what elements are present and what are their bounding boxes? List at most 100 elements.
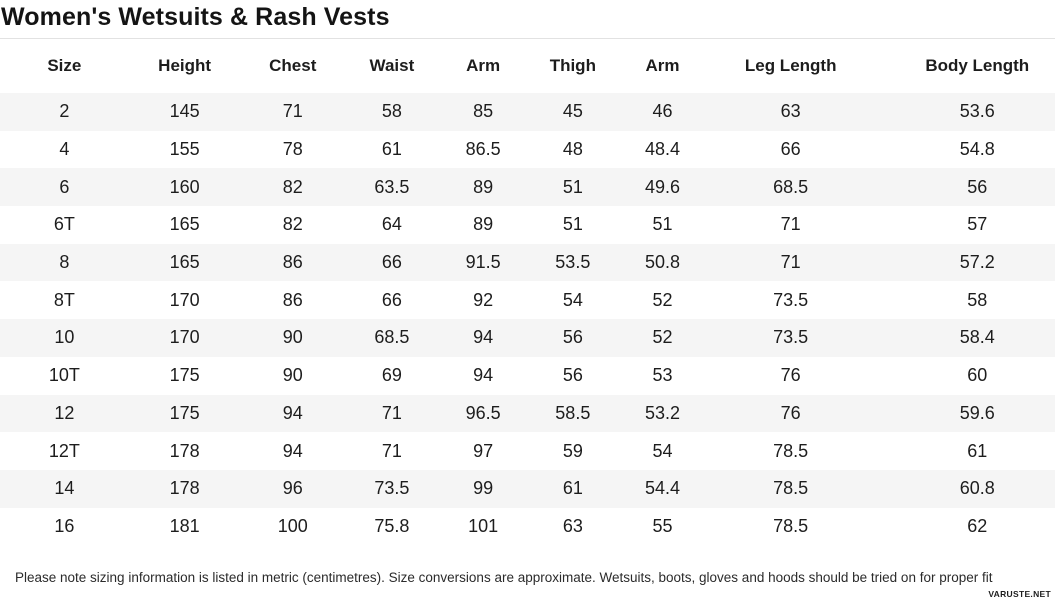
table-body: 2 145 71 58 8 5 4 5 4 6 63 53.6 4 155 78 61 86.5 48 48.4 66… — [0, 93, 1055, 546]
table-cell: 75.8 — [374, 515, 410, 536]
table-cell: 181 — [169, 515, 200, 536]
table-cell: 96.5 — [465, 402, 501, 423]
table-cell: 82 — [282, 176, 303, 197]
table-cell: 85 — [473, 101, 494, 122]
table-cell: 175 — [169, 402, 200, 423]
table-cell: 86.5 — [465, 139, 501, 160]
table-cell: 60.8 — [959, 478, 995, 499]
table-cell: 64 — [381, 214, 402, 235]
table-cell: 94 — [282, 440, 303, 461]
table-cell: 165 — [169, 252, 200, 273]
table-header-row: Size Height Chest Waist Arm Thigh Arm Leg Lengt… — [0, 39, 1055, 93]
table-row: 6 160 82 63.5 89 51 49.6 68.5 56 — [0, 168, 1055, 207]
table-cell: 86 — [282, 289, 303, 310]
table-cell: 56 — [562, 327, 583, 348]
table-cell: 56 — [562, 365, 583, 386]
table-cell: 16 — [54, 515, 75, 536]
table-cell: 94 — [473, 365, 494, 386]
table-cell: 59 — [562, 440, 583, 461]
table-cell: 12T — [48, 440, 80, 461]
table-cell: 63 — [780, 101, 801, 122]
table-cell: 66 — [381, 289, 402, 310]
column-header: Leg Length — [706, 39, 875, 93]
table-cell: 46 — [652, 101, 673, 122]
table-cell: 63.5 — [374, 176, 410, 197]
table-cell: 4 — [59, 139, 70, 160]
table-cell: 175 — [169, 365, 200, 386]
table-cell: 58 — [381, 101, 402, 122]
table-cell: 54 — [652, 440, 673, 461]
table-row: 8 165 86 66 91.5 53.5 50.8 71 57.2 — [0, 243, 1055, 282]
table-cell: 14 — [54, 478, 75, 499]
table-row: 14 178 96 73.5 99 61 54.4 78.5 60.8 — [0, 469, 1055, 508]
table-cell: 97 — [473, 440, 494, 461]
table-cell: 57 — [967, 214, 988, 235]
table-row: 10T 175 90 69 94 56 53 76 60 — [0, 356, 1055, 395]
table-cell: 8T — [53, 289, 75, 310]
table-cell: 160 — [169, 176, 200, 197]
table-row: 6T 165 82 64 89 51 51 71 57 — [0, 206, 1055, 244]
column-header: Arm — [438, 39, 528, 93]
table-cell: 57.2 — [959, 252, 995, 273]
table-cell: 68.5 — [773, 176, 809, 197]
table-cell: 170 — [169, 289, 200, 310]
table-cell: 61 — [381, 139, 402, 160]
column-header: Thigh — [527, 39, 619, 93]
table-cell: 48.4 — [644, 139, 681, 160]
table-cell: 78.5 — [773, 440, 809, 461]
table-cell: 53 — [652, 365, 673, 386]
table-cell: 96 — [282, 478, 303, 499]
table-cell: 49.6 — [644, 176, 681, 197]
table-cell: 6T — [53, 214, 75, 235]
title-divider — [0, 38, 1055, 39]
table-cell: 71 — [780, 252, 801, 273]
table-cell: 69 — [381, 365, 402, 386]
table-cell: 62 — [967, 515, 988, 536]
table-cell: 6 — [59, 176, 70, 197]
table-cell: 53.5 — [555, 252, 591, 273]
table-cell: 94 — [282, 402, 303, 423]
table-cell: 66 — [780, 139, 801, 160]
table-cell: 78.5 — [773, 478, 809, 499]
watermark: VARUSTE.NET — [988, 589, 1051, 599]
table-cell: 66 — [381, 252, 402, 273]
table-cell: 60 — [967, 365, 988, 386]
table-row: 4 155 78 61 86.5 48 48.4 66 54.8 — [0, 130, 1055, 169]
table-row: 10 170 90 68.5 94 56 52 73.5 58.4 — [0, 319, 1055, 357]
table-cell: 61 — [562, 478, 583, 499]
table-cell: 53.6 — [959, 101, 995, 122]
table-cell: 68.5 — [374, 327, 410, 348]
table-cell: 48 — [562, 139, 583, 160]
table-cell: 12 — [54, 402, 75, 423]
table-cell: 58.4 — [959, 327, 995, 348]
table-cell: 53.2 — [644, 402, 681, 423]
table-cell: 71 — [282, 101, 303, 122]
table-cell: 54.4 — [644, 478, 681, 499]
table-cell: 90 — [282, 327, 303, 348]
table-cell: 155 — [169, 139, 200, 160]
column-header: Chest — [240, 39, 345, 93]
table-cell: 8 — [59, 252, 70, 273]
table-cell: 89 — [473, 176, 494, 197]
table-cell: 92 — [473, 289, 494, 310]
table-cell: 178 — [169, 478, 200, 499]
table-cell: 2 — [59, 101, 70, 122]
table-cell: 58.5 — [555, 402, 591, 423]
table-cell: 56 — [967, 176, 988, 197]
table-cell: 58 — [967, 289, 988, 310]
table-row: 2 145 71 58 85 45 46 63 53.6 — [0, 93, 1055, 131]
table-cell: 52 — [652, 327, 673, 348]
table-cell: 10T — [48, 365, 80, 386]
table-cell: 73.5 — [374, 478, 410, 499]
table-cell: 54 — [562, 289, 583, 310]
sizing-note: Please note sizing information is listed… — [15, 570, 993, 586]
table-row: 8T 170 86 66 92 54 52 73.5 58 — [0, 281, 1055, 320]
table-cell: 90 — [282, 365, 303, 386]
table-cell: 165 — [169, 214, 200, 235]
table-cell: 145 — [169, 101, 200, 122]
table-cell: 78 — [282, 139, 303, 160]
column-header: Body Length — [874, 39, 1055, 93]
table-cell: 59.6 — [959, 402, 995, 423]
table-cell: 76 — [780, 365, 801, 386]
size-chart-table: Size Height Chest Waist Arm Thigh Arm Leg Lengt… — [0, 39, 1055, 546]
